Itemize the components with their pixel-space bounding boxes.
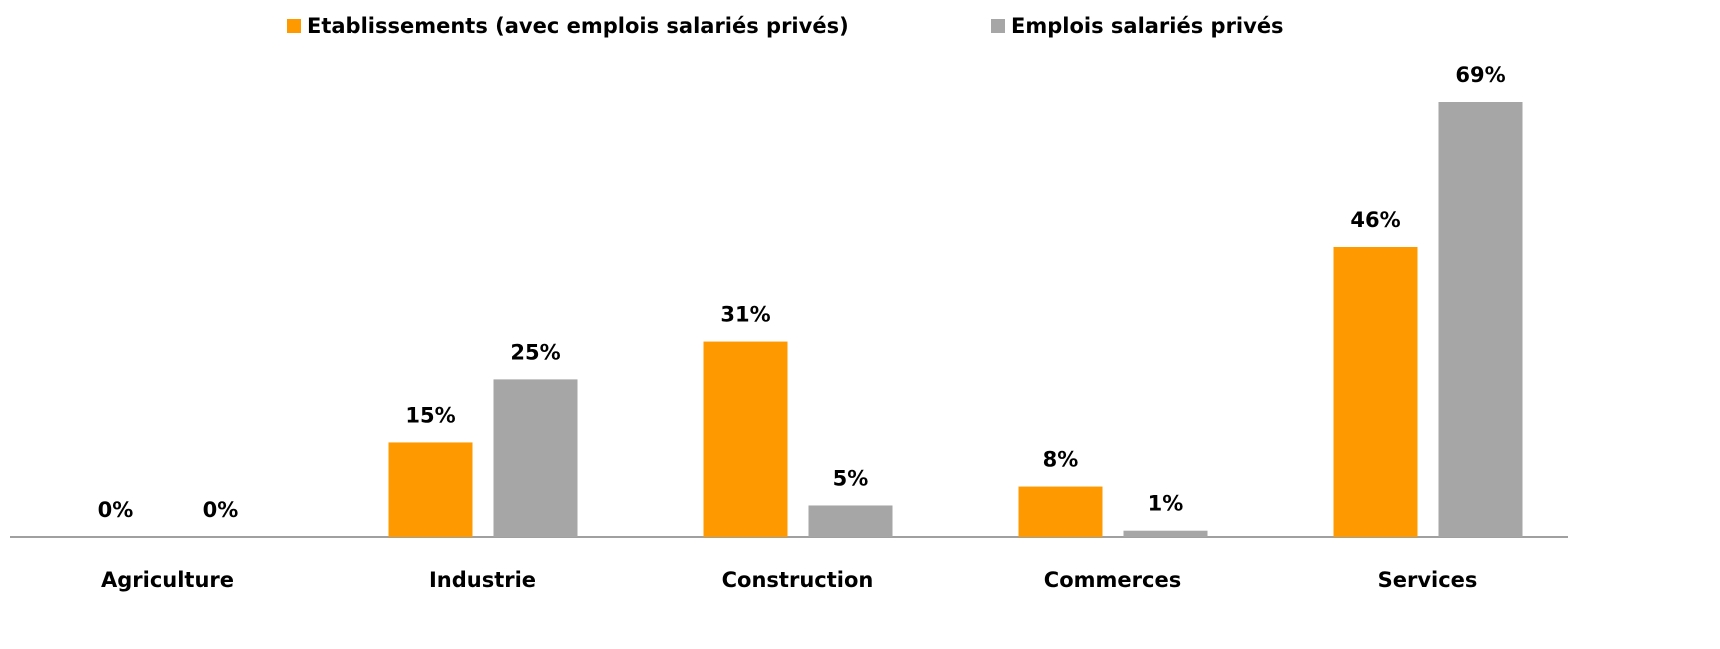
data-label: 46% [1350,208,1400,232]
x-tick-label: Construction [722,568,874,592]
x-tick-label: Industrie [429,568,536,592]
bar [1123,530,1208,537]
x-tick-label: Commerces [1044,568,1181,592]
data-label: 31% [720,303,770,327]
data-label: 25% [510,340,560,364]
legend-swatch [991,19,1005,33]
data-label: 15% [405,403,455,427]
legend-label: Etablissements (avec emplois salariés pr… [307,14,849,38]
bar [808,505,893,537]
bar [388,442,473,537]
data-label: 1% [1148,492,1184,516]
bar [1333,247,1418,537]
x-tick-label: Services [1378,568,1478,592]
data-label: 8% [1043,448,1079,472]
bar [1018,486,1103,537]
data-label: 0% [203,498,239,522]
legend-label: Emplois salariés privés [1011,14,1284,38]
bar [703,341,788,537]
x-tick-label: Agriculture [101,568,234,592]
bar [493,379,578,537]
legend-swatch [287,19,301,33]
data-label: 69% [1455,63,1505,87]
data-label: 0% [98,498,134,522]
data-label: 5% [833,466,869,490]
bar [1438,102,1523,537]
